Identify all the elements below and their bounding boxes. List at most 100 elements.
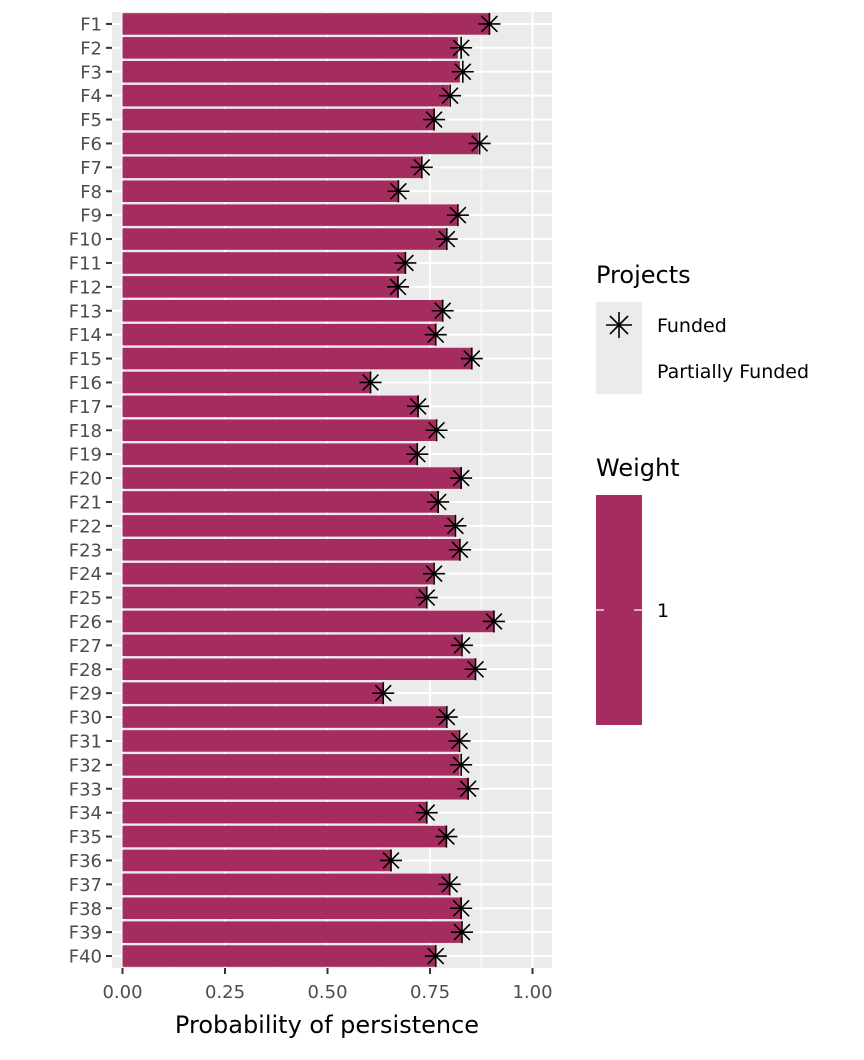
funded-marker-F36 bbox=[380, 849, 403, 872]
funded-marker-F14 bbox=[424, 323, 447, 346]
bar-F2 bbox=[122, 37, 458, 59]
bar-F40 bbox=[122, 945, 436, 967]
y-tick-label-F24: F24 bbox=[69, 564, 102, 585]
funded-marker-F32 bbox=[450, 753, 473, 776]
y-tick-label-F2: F2 bbox=[80, 38, 102, 59]
bar-F6 bbox=[122, 132, 479, 155]
bar-F8 bbox=[122, 180, 399, 203]
bar-F23 bbox=[122, 538, 460, 561]
bar-F19 bbox=[122, 443, 417, 465]
funded-marker-F5 bbox=[423, 108, 446, 131]
funded-marker-F13 bbox=[431, 299, 454, 322]
x-tick-label: 0.75 bbox=[410, 982, 450, 1003]
legend-projects: Projects Funded Partially Funded bbox=[596, 261, 809, 394]
bar-F36 bbox=[122, 849, 392, 872]
funded-marker-F9 bbox=[446, 204, 469, 227]
y-tick-label-F8: F8 bbox=[80, 182, 102, 203]
y-tick-label-F33: F33 bbox=[69, 779, 102, 800]
x-axis-title: Probability of persistence bbox=[175, 1011, 479, 1039]
legend-weight-label: 1 bbox=[657, 600, 669, 622]
y-tick-label-F4: F4 bbox=[80, 86, 102, 107]
funded-marker-F25 bbox=[415, 586, 438, 609]
y-tick-label-F18: F18 bbox=[69, 421, 102, 442]
funded-marker-F40 bbox=[424, 945, 447, 968]
legend-weight-title: Weight bbox=[596, 454, 680, 482]
legend-asterisk-icon bbox=[606, 312, 632, 338]
bar-F13 bbox=[122, 299, 443, 322]
funded-marker-F2 bbox=[450, 36, 473, 59]
funded-marker-F33 bbox=[457, 777, 480, 800]
y-tick-label-F13: F13 bbox=[69, 301, 102, 322]
y-tick-label-F38: F38 bbox=[69, 899, 102, 920]
funded-marker-F17 bbox=[407, 395, 430, 418]
plot-panel bbox=[112, 12, 552, 968]
bar-F17 bbox=[122, 395, 419, 418]
y-tick-label-F3: F3 bbox=[80, 62, 102, 83]
bar-F7 bbox=[122, 156, 421, 179]
funded-marker-F38 bbox=[450, 897, 473, 920]
bar-F27 bbox=[122, 634, 462, 657]
bar-F32 bbox=[122, 754, 460, 776]
y-tick-label-F15: F15 bbox=[69, 349, 102, 370]
funded-marker-F31 bbox=[448, 729, 471, 752]
y-tick-label-F21: F21 bbox=[69, 492, 102, 513]
bar-F24 bbox=[122, 562, 434, 585]
y-tick-label-F32: F32 bbox=[69, 755, 102, 776]
funded-marker-F22 bbox=[444, 514, 467, 537]
x-tick-label: 0.00 bbox=[102, 982, 142, 1003]
bars bbox=[122, 13, 495, 967]
funded-marker-F12 bbox=[387, 275, 410, 298]
y-tick-label-F36: F36 bbox=[69, 851, 102, 872]
y-tick-label-F39: F39 bbox=[69, 923, 102, 944]
funded-marker-F1 bbox=[478, 12, 501, 35]
funded-marker-F21 bbox=[427, 490, 450, 513]
y-tick-label-F17: F17 bbox=[69, 397, 102, 418]
x-tick-label: 0.50 bbox=[307, 982, 347, 1003]
bar-F12 bbox=[122, 276, 399, 298]
y-tick-label-F22: F22 bbox=[69, 516, 102, 537]
bar-F34 bbox=[122, 801, 427, 824]
bar-F1 bbox=[122, 13, 490, 35]
bar-F16 bbox=[122, 371, 371, 394]
funded-marker-F11 bbox=[394, 251, 417, 274]
bar-F21 bbox=[122, 491, 439, 513]
y-tick-label-F40: F40 bbox=[69, 947, 102, 968]
y-tick-label-F19: F19 bbox=[69, 445, 102, 466]
funded-marker-F23 bbox=[448, 538, 471, 561]
funded-marker-F3 bbox=[451, 60, 474, 83]
funded-marker-F39 bbox=[450, 921, 473, 944]
y-tick-label-F9: F9 bbox=[80, 206, 102, 227]
x-axis: 0.00 0.25 0.50 0.75 1.00 bbox=[102, 968, 553, 1003]
x-tick-label: 1.00 bbox=[512, 982, 552, 1003]
funded-marker-F35 bbox=[435, 825, 458, 848]
y-tick-label-F10: F10 bbox=[69, 230, 102, 251]
y-tick-label-F12: F12 bbox=[69, 277, 102, 298]
y-tick-label-F35: F35 bbox=[69, 827, 102, 848]
y-tick-label-F37: F37 bbox=[69, 875, 102, 896]
bar-F25 bbox=[122, 586, 427, 609]
bar-F22 bbox=[122, 515, 455, 537]
funded-marker-F26 bbox=[482, 610, 505, 633]
legend-label-funded: Funded bbox=[657, 315, 727, 337]
y-tick-label-F16: F16 bbox=[69, 373, 102, 394]
y-tick-label-F14: F14 bbox=[69, 325, 102, 346]
funded-marker-F28 bbox=[464, 658, 487, 681]
x-tick-label: 0.25 bbox=[205, 982, 245, 1003]
bar-F28 bbox=[122, 658, 476, 681]
funded-marker-F30 bbox=[435, 706, 458, 729]
bar-F20 bbox=[122, 467, 462, 489]
y-tick-label-F27: F27 bbox=[69, 636, 102, 657]
bar-F33 bbox=[122, 777, 468, 800]
bar-F10 bbox=[122, 228, 447, 250]
funded-marker-F29 bbox=[372, 682, 395, 705]
legend-weight: Weight 1 bbox=[596, 454, 680, 725]
funded-marker-F10 bbox=[435, 228, 458, 251]
y-tick-label-F7: F7 bbox=[80, 158, 102, 179]
funded-marker-F16 bbox=[359, 371, 382, 394]
bar-F35 bbox=[122, 825, 447, 848]
bar-F29 bbox=[122, 682, 384, 704]
bar-F4 bbox=[122, 84, 449, 107]
funded-marker-F19 bbox=[406, 443, 429, 466]
bar-F3 bbox=[122, 60, 460, 83]
